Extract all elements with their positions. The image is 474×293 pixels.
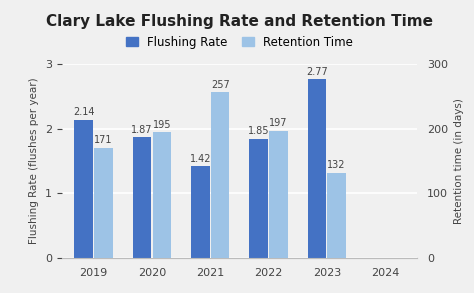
Y-axis label: Retention time (in days): Retention time (in days) bbox=[454, 98, 464, 224]
Bar bbox=[153, 132, 171, 258]
Text: 1.87: 1.87 bbox=[131, 125, 153, 135]
Bar bbox=[308, 79, 326, 258]
Bar bbox=[249, 139, 268, 258]
Legend: Flushing Rate, Retention Time: Flushing Rate, Retention Time bbox=[126, 35, 353, 49]
Text: 2.77: 2.77 bbox=[306, 67, 328, 77]
Title: Clary Lake Flushing Rate and Retention Time: Clary Lake Flushing Rate and Retention T… bbox=[46, 13, 433, 29]
Text: 1.42: 1.42 bbox=[190, 154, 211, 164]
Bar bbox=[133, 137, 151, 258]
Y-axis label: Flushing Rate (flushes per year): Flushing Rate (flushes per year) bbox=[29, 78, 39, 244]
Text: 195: 195 bbox=[153, 120, 171, 130]
Bar bbox=[269, 131, 288, 258]
Text: 257: 257 bbox=[211, 80, 229, 90]
Bar bbox=[328, 173, 346, 258]
Text: 1.85: 1.85 bbox=[248, 126, 269, 136]
Text: 171: 171 bbox=[94, 135, 113, 145]
Bar bbox=[191, 166, 210, 258]
Text: 132: 132 bbox=[328, 160, 346, 170]
Text: 2.14: 2.14 bbox=[73, 107, 94, 117]
Text: 197: 197 bbox=[269, 118, 288, 128]
Bar bbox=[74, 120, 93, 258]
Bar bbox=[94, 148, 113, 258]
Bar bbox=[211, 92, 229, 258]
